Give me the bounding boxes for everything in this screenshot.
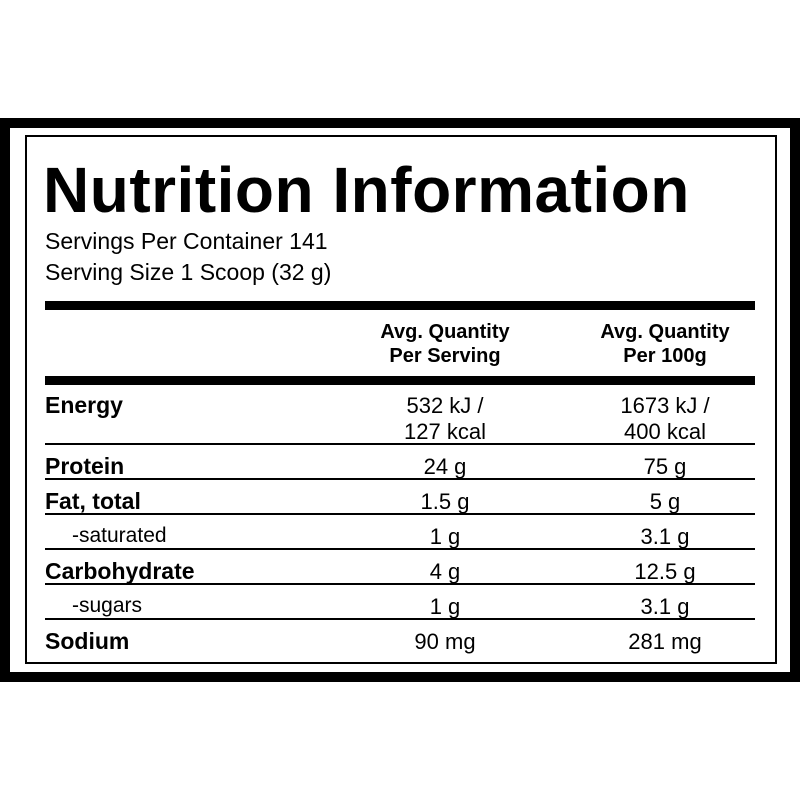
nutrient-label: Sodium bbox=[45, 628, 130, 654]
inner-border bbox=[25, 135, 777, 664]
serving-info: Serving Size 1 Scoop (32 g) bbox=[45, 259, 332, 285]
row-rule bbox=[45, 548, 755, 550]
row-rule bbox=[45, 583, 755, 585]
serving-info: Servings Per Container 141 bbox=[45, 228, 328, 254]
thick-rule bbox=[45, 376, 755, 385]
thick-rule bbox=[45, 301, 755, 310]
sub-nutrient-label: -saturated bbox=[72, 524, 167, 547]
nutrient-value: 1.5 g bbox=[420, 489, 470, 514]
nutrient-value: 3.1 g bbox=[640, 594, 690, 619]
nutrient-value: 281 mg bbox=[628, 629, 702, 654]
nutrient-label: Protein bbox=[45, 453, 125, 479]
nutrient-value: 5 g bbox=[649, 489, 681, 514]
nutrient-value: 127 kcal bbox=[404, 419, 486, 444]
nutrient-label: Carbohydrate bbox=[45, 558, 195, 584]
nutrient-value: 1 g bbox=[429, 524, 461, 549]
nutrient-value: 24 g bbox=[423, 454, 467, 479]
nutrient-value: 90 mg bbox=[414, 629, 476, 654]
nutrient-value: 12.5 g bbox=[634, 559, 696, 584]
row-rule bbox=[45, 478, 755, 480]
sub-nutrient-label: -sugars bbox=[72, 594, 143, 617]
nutrient-value: 400 kcal bbox=[624, 419, 706, 444]
row-rule bbox=[45, 443, 755, 445]
column-header: Per 100g bbox=[623, 345, 707, 367]
nutrient-value: 75 g bbox=[643, 454, 687, 479]
row-rule bbox=[45, 618, 755, 620]
nutrient-value: 1673 kJ / bbox=[620, 393, 710, 418]
nutrient-value: 532 kJ / bbox=[406, 393, 484, 418]
row-rule bbox=[45, 513, 755, 515]
column-header: Avg. Quantity bbox=[600, 321, 730, 343]
nutrient-value: 4 g bbox=[429, 559, 461, 584]
nutrient-value: 3.1 g bbox=[640, 524, 690, 549]
nutrient-value: 1 g bbox=[429, 594, 461, 619]
column-header: Avg. Quantity bbox=[380, 321, 510, 343]
outer-border bbox=[0, 118, 800, 682]
title: Nutrition Information bbox=[43, 154, 690, 226]
nutrient-label: Energy bbox=[45, 392, 123, 418]
nutrient-label: Fat, total bbox=[45, 488, 141, 514]
column-header: Per Serving bbox=[389, 345, 501, 367]
